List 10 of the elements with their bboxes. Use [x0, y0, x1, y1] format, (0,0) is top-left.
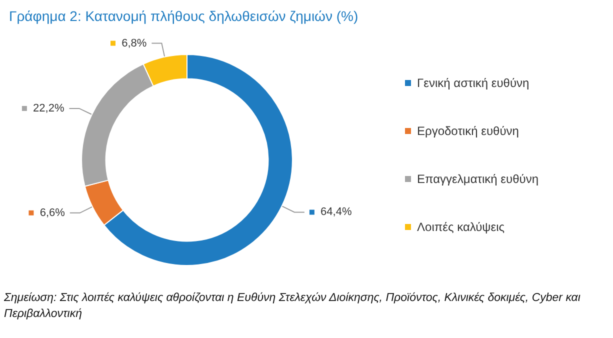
legend-label: Λοιπές καλύψεις: [417, 220, 505, 234]
data-label: 6,8%: [115, 37, 147, 50]
legend-label: Εργοδοτική ευθύνη: [417, 124, 519, 138]
text: Σημείωση: Στις λοιπές καλύψεις αθροίζονται η Ευθύνη Στελεχών Διοίκησης, Προϊόντος, Κλινικές δοκιμές, Cyber και Περιβαλλοντική: [4, 291, 582, 322]
data-label: 64,4%: [314, 206, 352, 218]
data-label: 22,2%: [26, 102, 64, 114]
data-label: 6,6%: [34, 206, 66, 219]
legend-label: Επαγγελματική ευθύνη: [417, 172, 538, 186]
legend-label: Γενική αστική ευθύνη: [417, 76, 530, 90]
chart-title: Γράφημα 2: Κατανομή πλήθους δηλωθεισών ζημιών (%): [9, 8, 358, 24]
